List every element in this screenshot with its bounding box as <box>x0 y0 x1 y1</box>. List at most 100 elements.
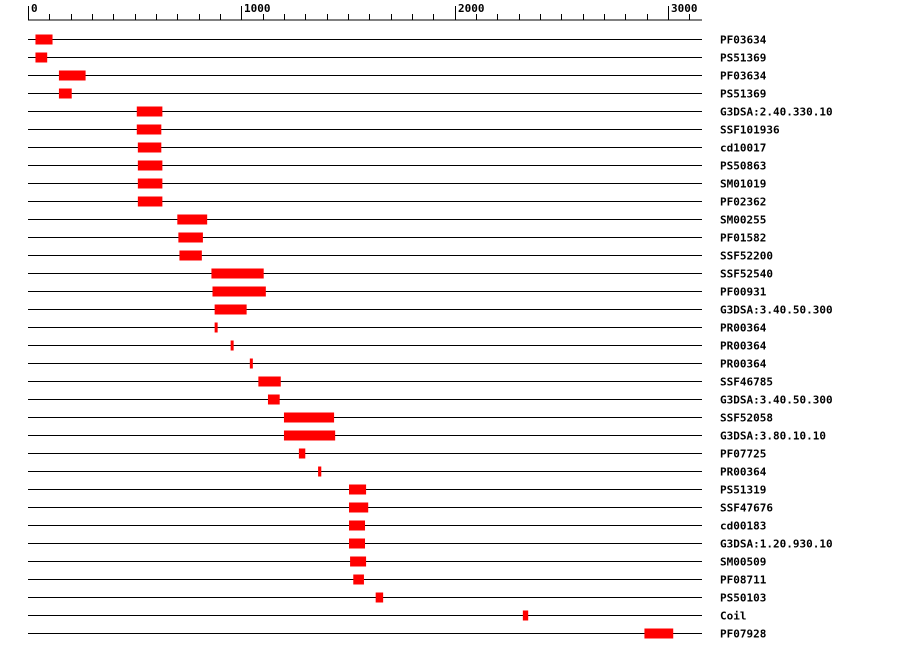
track-label: PF07725 <box>720 448 766 461</box>
track-label: SM00509 <box>720 556 766 569</box>
track-row: SSF46785 <box>28 376 773 389</box>
domain-bar <box>137 196 163 207</box>
track-label: PS50103 <box>720 592 766 605</box>
track-row: SM00509 <box>28 556 766 569</box>
track-label: cd10017 <box>720 142 766 155</box>
domain-bar <box>249 358 253 369</box>
domain-bar <box>35 34 53 45</box>
track-label: PS51369 <box>720 52 766 65</box>
domain-bar <box>178 232 203 243</box>
track-label: G3DSA:1.20.930.10 <box>720 538 833 551</box>
track-label: PR00364 <box>720 466 767 479</box>
domain-bar <box>136 106 163 117</box>
track-row: SSF47676 <box>28 502 773 515</box>
track-row: G3DSA:3.40.50.300 <box>28 394 833 407</box>
track-label: PF03634 <box>720 70 767 83</box>
track-row: PS51369 <box>28 52 766 65</box>
track-label: G3DSA:3.40.50.300 <box>720 394 833 407</box>
track-row: Coil <box>28 610 747 623</box>
track-row: PF03634 <box>28 34 767 47</box>
track-label: PF03634 <box>720 34 767 47</box>
track-label: PR00364 <box>720 358 767 371</box>
track-label: G3DSA:2.40.330.10 <box>720 106 833 119</box>
track-label: PF07928 <box>720 628 766 641</box>
track-row: PR00364 <box>28 340 767 353</box>
domain-bar <box>137 178 163 189</box>
domain-bar <box>283 430 336 441</box>
domain-bar <box>375 592 384 603</box>
track-row: PF00931 <box>28 286 767 299</box>
domain-bar <box>258 376 281 387</box>
track-row: PS50863 <box>28 160 766 173</box>
track-label: PF08711 <box>720 574 767 587</box>
domain-bar <box>230 340 234 351</box>
track-row: G3DSA:3.80.10.10 <box>28 430 826 443</box>
x-tick-label: 2000 <box>458 2 485 15</box>
track-label: SSF52058 <box>720 412 773 425</box>
domain-bar <box>177 214 208 225</box>
track-row: PS51319 <box>28 484 766 497</box>
x-tick-label: 1000 <box>244 2 271 15</box>
track-row: PS51369 <box>28 88 766 101</box>
track-row: PR00364 <box>28 322 767 335</box>
domain-bar <box>349 538 366 549</box>
track-row: SSF52200 <box>28 250 773 263</box>
track-label: PS51319 <box>720 484 766 497</box>
domain-bar <box>349 520 366 531</box>
track-row: PR00364 <box>28 358 767 371</box>
track-row: PF08711 <box>28 574 767 587</box>
domain-bar <box>35 52 48 63</box>
domain-bar <box>349 484 367 495</box>
track-row: PR00364 <box>28 466 767 479</box>
domain-bar <box>58 88 72 99</box>
track-label: SSF46785 <box>720 376 773 389</box>
track-row: cd10017 <box>28 142 766 155</box>
track-label: SSF101936 <box>720 124 780 137</box>
domain-bar <box>318 466 322 477</box>
domain-bar <box>283 412 335 423</box>
x-tick-label: 0 <box>31 2 38 15</box>
domain-bar <box>212 286 266 297</box>
track-row: PF03634 <box>28 70 767 83</box>
track-row: PS50103 <box>28 592 766 605</box>
domain-bar <box>349 502 369 513</box>
domain-bar <box>644 628 674 639</box>
domain-bar <box>137 160 163 171</box>
track-row: PF07725 <box>28 448 766 461</box>
track-label: G3DSA:3.80.10.10 <box>720 430 826 443</box>
track-label: G3DSA:3.40.50.300 <box>720 304 833 317</box>
track-label: SSF52200 <box>720 250 773 263</box>
track-label: SM01019 <box>720 178 766 191</box>
track-label: SM00255 <box>720 214 766 227</box>
track-label: cd00183 <box>720 520 766 533</box>
track-row: SSF52540 <box>28 268 773 281</box>
track-row: SSF101936 <box>28 124 780 137</box>
track-row: G3DSA:2.40.330.10 <box>28 106 833 119</box>
domain-bar <box>58 70 86 81</box>
track-label: PS50863 <box>720 160 766 173</box>
track-row: G3DSA:3.40.50.300 <box>28 304 833 317</box>
domain-bar <box>214 322 218 333</box>
track-label: PS51369 <box>720 88 766 101</box>
track-list: PF03634 PS51369 PF03634 PS51369 G3DSA:2.40.3… <box>28 34 833 641</box>
track-label: SSF47676 <box>720 502 773 515</box>
track-label: Coil <box>720 610 747 623</box>
domain-bar <box>214 304 247 315</box>
track-label: PF01582 <box>720 232 766 245</box>
track-row: PF01582 <box>28 232 766 245</box>
domain-bar <box>137 142 162 153</box>
track-label: PF02362 <box>720 196 766 209</box>
track-row: cd00183 <box>28 520 766 533</box>
domain-bar <box>179 250 202 261</box>
domain-bar <box>298 448 306 459</box>
domain-bar <box>350 556 367 567</box>
track-label: PF00931 <box>720 286 767 299</box>
track-label: SSF52540 <box>720 268 773 281</box>
track-row: PF02362 <box>28 196 766 209</box>
track-row: SM00255 <box>28 214 766 227</box>
track-row: G3DSA:1.20.930.10 <box>28 538 833 551</box>
track-row: SM01019 <box>28 178 766 191</box>
domain-bar <box>267 394 280 405</box>
x-tick-label: 3000 <box>671 2 698 15</box>
